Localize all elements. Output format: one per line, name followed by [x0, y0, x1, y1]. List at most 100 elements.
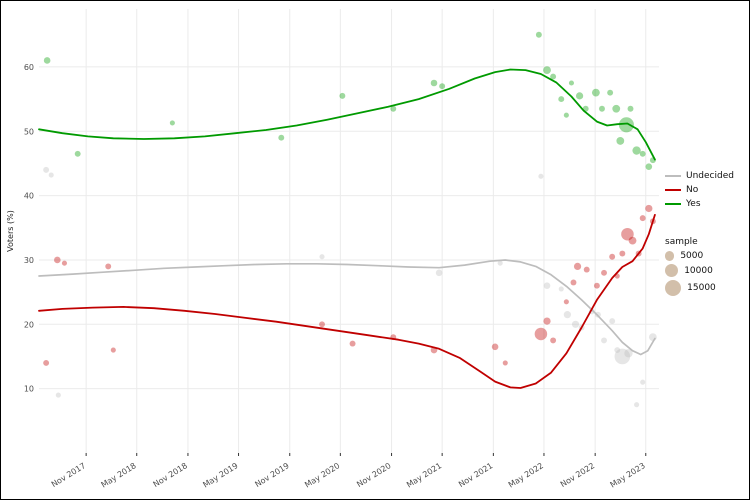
data-point-yes: [543, 66, 551, 75]
data-point-yes: [558, 96, 565, 103]
data-point-undecided: [55, 392, 61, 398]
data-point-no: [645, 204, 653, 213]
legend-item-label: Undecided: [686, 171, 734, 181]
data-point-no: [502, 360, 508, 366]
sample-size-legend: sample 5000 10000 15000: [665, 237, 749, 299]
data-point-no: [563, 299, 569, 305]
sample-item-10000: 10000: [665, 264, 749, 278]
data-point-yes: [612, 104, 621, 113]
x-tick-label: Nov 2017: [50, 461, 87, 489]
y-axis-title: Voters (%): [6, 210, 15, 252]
legend-item-yes: Yes: [665, 197, 749, 211]
data-point-undecided: [538, 173, 544, 179]
data-point-no: [619, 250, 626, 257]
x-tick-label: Nov 2022: [559, 461, 596, 489]
trend-line-yes: [38, 68, 656, 161]
sample-dot-icon: [665, 251, 675, 261]
data-point-no: [639, 215, 646, 222]
data-point-no: [110, 347, 116, 353]
data-point-yes: [430, 79, 438, 87]
sample-legend-items: 5000 10000 15000: [665, 251, 749, 297]
data-point-no: [43, 359, 50, 366]
series-legend: Undecided No Yes: [665, 169, 749, 211]
data-point-yes: [74, 150, 81, 157]
data-point-yes: [627, 105, 634, 112]
data-point-undecided: [614, 347, 621, 353]
sample-item-label: 10000: [684, 265, 713, 276]
x-tick-label: May 2019: [201, 461, 239, 490]
data-point-yes: [339, 92, 346, 99]
x-tick-label: May 2022: [507, 461, 545, 490]
sample-item-label: 15000: [687, 283, 716, 294]
data-point-no: [105, 263, 112, 270]
data-point-yes: [599, 105, 605, 112]
data-point-yes: [550, 73, 557, 80]
data-point-undecided: [497, 260, 503, 266]
legend-key-line-icon: [665, 175, 681, 177]
sample-dot-icon: [665, 280, 682, 297]
data-point-no: [621, 227, 634, 241]
trend-line-undecided: [38, 259, 656, 356]
data-point-no: [570, 279, 577, 286]
data-point-yes: [278, 134, 285, 141]
data-point-undecided: [558, 286, 564, 292]
y-tick-label: 50: [24, 127, 34, 136]
data-point-no: [573, 262, 582, 271]
x-tick-label: Nov 2021: [457, 461, 494, 489]
data-point-no: [534, 327, 548, 341]
data-point-yes: [563, 112, 569, 118]
y-tick-label: 20: [24, 320, 34, 329]
data-point-no: [54, 256, 61, 264]
data-point-no: [601, 269, 607, 276]
data-point-no: [593, 282, 600, 289]
x-tick-label: Nov 2018: [152, 461, 189, 489]
data-point-yes: [568, 80, 575, 86]
data-point-no: [319, 321, 325, 328]
data-point-undecided: [648, 333, 657, 342]
data-point-undecided: [571, 320, 580, 328]
data-point-undecided: [634, 402, 640, 408]
legend-item-label: Yes: [686, 199, 701, 209]
data-point-undecided: [614, 348, 631, 365]
data-point-yes: [439, 83, 446, 90]
y-tick-label: 30: [24, 256, 34, 265]
legend-item-label: No: [686, 185, 699, 195]
data-point-no: [583, 266, 590, 273]
x-tick-label: May 2018: [100, 461, 138, 490]
legend-item-no: No: [665, 183, 749, 197]
data-point-yes: [535, 31, 542, 38]
data-point-no: [628, 236, 637, 245]
data-point-undecided: [43, 166, 50, 173]
sample-item-15000: 15000: [665, 280, 749, 297]
x-tick-label: May 2023: [609, 461, 647, 490]
legend-key-line-icon: [665, 189, 681, 191]
data-point-no: [543, 317, 551, 325]
data-point-undecided: [319, 254, 325, 260]
y-tick-label: 40: [24, 192, 34, 201]
trend-line-no: [38, 214, 656, 389]
sample-dot-icon: [665, 264, 679, 278]
data-point-yes: [390, 105, 397, 112]
data-point-undecided: [601, 337, 607, 344]
x-tick-label: Nov 2020: [355, 461, 392, 489]
data-point-no: [61, 260, 68, 266]
data-point-undecided: [624, 349, 633, 358]
data-point-no: [349, 340, 356, 347]
data-point-undecided: [543, 282, 551, 289]
data-point-no: [491, 343, 499, 351]
data-point-yes: [616, 137, 625, 145]
sample-item-label: 5000: [680, 251, 704, 261]
data-point-no: [609, 253, 616, 260]
sample-item-5000: 5000: [665, 251, 749, 261]
data-point-undecided: [563, 311, 571, 319]
data-point-undecided: [609, 318, 616, 325]
x-tick-label: May 2021: [405, 461, 443, 490]
y-tick-label: 60: [24, 63, 34, 72]
x-tick-label: Nov 2019: [253, 461, 290, 489]
data-point-yes: [575, 92, 584, 100]
data-point-undecided: [435, 269, 443, 277]
legend-item-undecided: Undecided: [665, 169, 749, 183]
data-point-no: [550, 337, 557, 344]
sample-legend-title: sample: [665, 237, 698, 247]
